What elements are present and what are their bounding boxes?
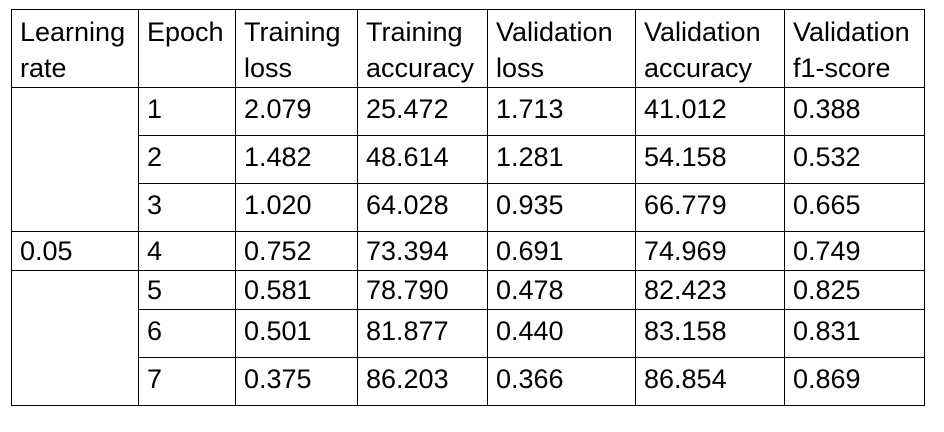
training-accuracy-cell: 25.472 [357, 87, 488, 136]
validation-f1-cell: 0.869 [784, 357, 925, 406]
validation-accuracy-cell: 86.854 [635, 357, 785, 406]
validation-f1-cell: 0.831 [784, 309, 925, 358]
table-row: 2 1.482 48.614 1.281 54.158 0.532 [11, 135, 925, 184]
validation-accuracy-cell: 54.158 [635, 135, 785, 184]
epoch-cell: 7 [138, 357, 236, 406]
header-row: Learning rate Epoch Training loss Traini… [11, 9, 925, 88]
training-loss-cell: 0.501 [235, 309, 358, 358]
training-accuracy-cell: 48.614 [357, 135, 488, 184]
table-row: 7 0.375 86.203 0.366 86.854 0.869 [11, 357, 925, 406]
header-training-accuracy: Training accuracy [357, 9, 488, 88]
validation-loss-cell: 1.281 [487, 135, 636, 184]
epoch-cell: 6 [138, 309, 236, 358]
learning-rate-cell [11, 183, 139, 232]
learning-rate-cell [11, 357, 139, 406]
header-learning-rate: Learning rate [11, 9, 139, 88]
table-row: 3 1.020 64.028 0.935 66.779 0.665 [11, 183, 925, 232]
validation-f1-cell: 0.825 [784, 270, 925, 310]
validation-loss-cell: 0.440 [487, 309, 636, 358]
table-row: 0.05 4 0.752 73.394 0.691 74.969 0.749 [11, 231, 925, 271]
validation-accuracy-cell: 66.779 [635, 183, 785, 232]
training-loss-cell: 0.375 [235, 357, 358, 406]
validation-f1-cell: 0.388 [784, 87, 925, 136]
training-accuracy-cell: 81.877 [357, 309, 488, 358]
epoch-cell: 2 [138, 135, 236, 184]
table-row: 6 0.501 81.877 0.440 83.158 0.831 [11, 309, 925, 358]
training-loss-cell: 0.752 [235, 231, 358, 271]
learning-rate-cell [11, 270, 139, 310]
validation-f1-cell: 0.532 [784, 135, 925, 184]
epoch-cell: 3 [138, 183, 236, 232]
learning-rate-cell [11, 135, 139, 184]
header-validation-accuracy: Validation accuracy [635, 9, 785, 88]
learning-rate-cell [11, 309, 139, 358]
header-training-loss: Training loss [235, 9, 358, 88]
header-epoch: Epoch [138, 9, 236, 88]
training-loss-cell: 1.482 [235, 135, 358, 184]
header-validation-loss: Validation loss [487, 9, 636, 88]
learning-rate-cell [11, 87, 139, 136]
epoch-cell: 1 [138, 87, 236, 136]
results-table: Learning rate Epoch Training loss Traini… [11, 9, 925, 406]
validation-loss-cell: 0.935 [487, 183, 636, 232]
validation-f1-cell: 0.749 [784, 231, 925, 271]
epoch-cell: 5 [138, 270, 236, 310]
table-row: 5 0.581 78.790 0.478 82.423 0.825 [11, 270, 925, 310]
training-loss-cell: 2.079 [235, 87, 358, 136]
validation-f1-cell: 0.665 [784, 183, 925, 232]
validation-accuracy-cell: 83.158 [635, 309, 785, 358]
validation-accuracy-cell: 74.969 [635, 231, 785, 271]
validation-loss-cell: 0.691 [487, 231, 636, 271]
header-validation-f1: Validation f1-score [784, 9, 925, 88]
validation-accuracy-cell: 41.012 [635, 87, 785, 136]
validation-loss-cell: 1.713 [487, 87, 636, 136]
validation-accuracy-cell: 82.423 [635, 270, 785, 310]
validation-loss-cell: 0.366 [487, 357, 636, 406]
epoch-cell: 4 [138, 231, 236, 271]
validation-loss-cell: 0.478 [487, 270, 636, 310]
table-row: 1 2.079 25.472 1.713 41.012 0.388 [11, 87, 925, 136]
training-loss-cell: 0.581 [235, 270, 358, 310]
training-loss-cell: 1.020 [235, 183, 358, 232]
training-accuracy-cell: 86.203 [357, 357, 488, 406]
learning-rate-value: 0.05 [11, 231, 139, 271]
training-accuracy-cell: 73.394 [357, 231, 488, 271]
training-accuracy-cell: 64.028 [357, 183, 488, 232]
training-accuracy-cell: 78.790 [357, 270, 488, 310]
